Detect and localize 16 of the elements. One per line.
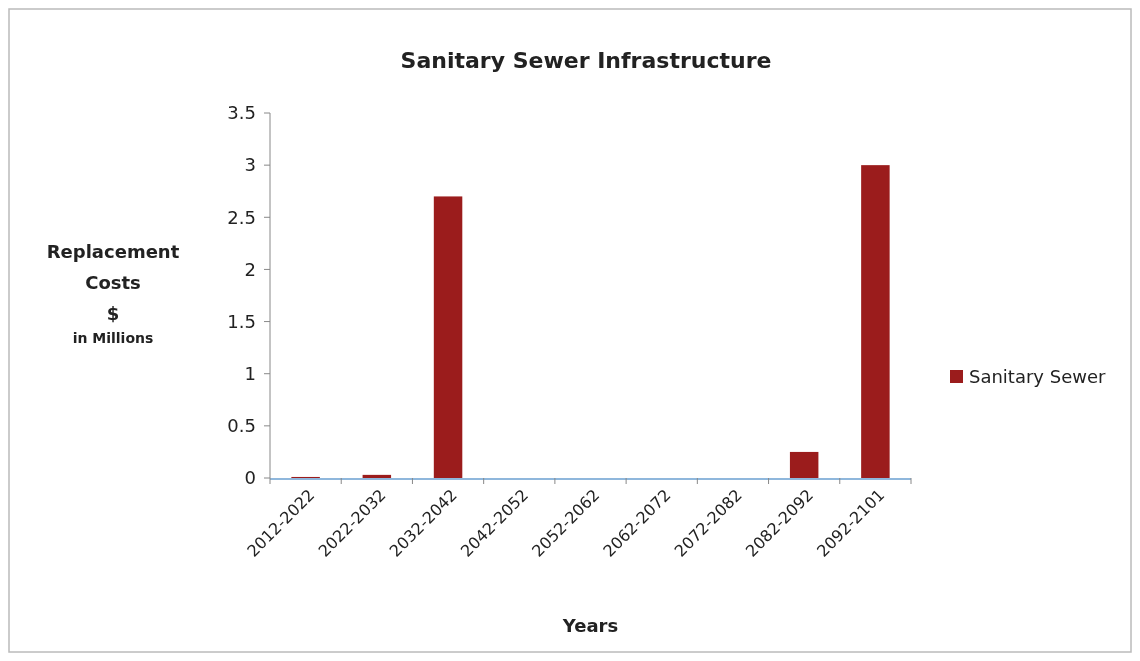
x-axis-title: Years bbox=[561, 615, 619, 636]
bar bbox=[789, 451, 819, 478]
legend-label: Sanitary Sewer bbox=[969, 366, 1107, 388]
bar bbox=[362, 474, 392, 478]
y-axis-title: Replacement Costs $ in Millions bbox=[46, 241, 180, 346]
y-tick-label: 2.5 bbox=[227, 206, 256, 228]
y-tick-label: 2 bbox=[244, 258, 256, 280]
y-tick-label: 1 bbox=[244, 363, 256, 385]
chart-title: Sanitary Sewer Infrastructure bbox=[400, 48, 772, 73]
bar bbox=[861, 165, 890, 478]
y-tick-label: 0 bbox=[244, 467, 256, 489]
y-tick-label: 1.5 bbox=[227, 310, 256, 332]
y-tick-label: 3 bbox=[244, 154, 256, 176]
y-tick-label: 0.5 bbox=[227, 415, 256, 437]
bar bbox=[433, 196, 463, 478]
y-tick-label: 3.5 bbox=[227, 102, 256, 124]
